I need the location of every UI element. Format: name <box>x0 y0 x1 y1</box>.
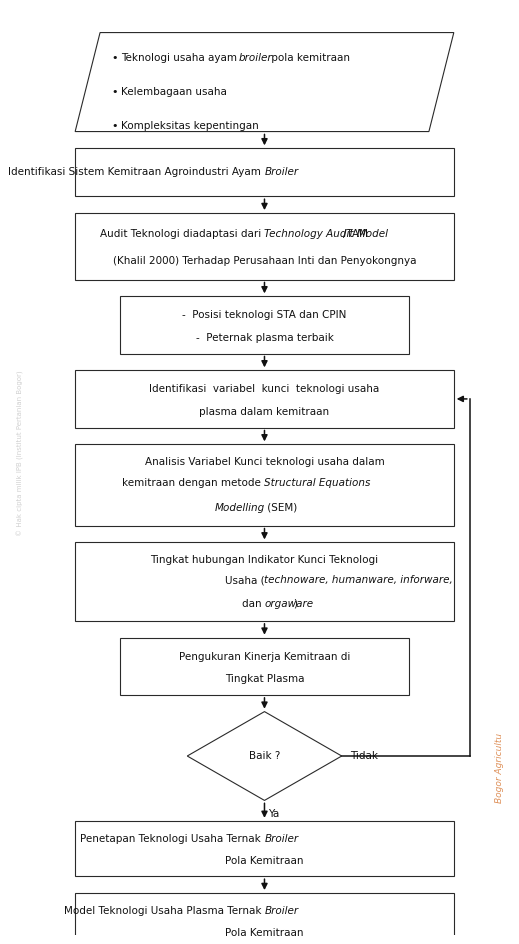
Polygon shape <box>75 820 454 876</box>
Text: kemitraan dengan metode: kemitraan dengan metode <box>122 479 265 488</box>
Text: technoware, humanware, inforware,: technoware, humanware, inforware, <box>265 575 453 585</box>
Text: Model Teknologi Usaha Plasma Ternak: Model Teknologi Usaha Plasma Ternak <box>64 906 265 917</box>
Text: •: • <box>111 121 117 131</box>
Text: Modelling: Modelling <box>214 503 265 513</box>
Text: Structural Equations: Structural Equations <box>265 479 371 488</box>
Text: Teknologi usaha ayam: Teknologi usaha ayam <box>121 53 240 62</box>
Text: (SEM): (SEM) <box>265 503 298 513</box>
Polygon shape <box>75 445 454 526</box>
Text: Pola Kemitraan: Pola Kemitraan <box>225 929 304 938</box>
Text: ): ) <box>293 598 297 609</box>
Text: /TAM: /TAM <box>343 229 368 239</box>
Polygon shape <box>187 712 342 801</box>
Text: Penetapan Teknologi Usaha Ternak: Penetapan Teknologi Usaha Ternak <box>80 834 265 844</box>
Text: -  Posisi teknologi STA dan CPIN: - Posisi teknologi STA dan CPIN <box>182 311 347 320</box>
Text: Ya: Ya <box>268 809 279 819</box>
Text: •: • <box>111 53 117 62</box>
Text: Identifikasi  variabel  kunci  teknologi usaha: Identifikasi variabel kunci teknologi us… <box>149 384 379 395</box>
Polygon shape <box>75 542 454 621</box>
Text: Kompleksitas kepentingan: Kompleksitas kepentingan <box>121 121 259 131</box>
Text: Kelembagaan usaha: Kelembagaan usaha <box>121 87 227 97</box>
Text: •: • <box>111 87 117 97</box>
Text: Baik ?: Baik ? <box>249 751 280 761</box>
Text: Tingkat hubungan Indikator Kunci Teknologi: Tingkat hubungan Indikator Kunci Teknolo… <box>151 555 378 565</box>
Text: pola kemitraan: pola kemitraan <box>268 53 350 62</box>
Polygon shape <box>120 637 409 695</box>
Polygon shape <box>75 893 454 944</box>
Text: Technology Audit Model: Technology Audit Model <box>265 229 389 239</box>
Text: Audit Teknologi diadaptasi dari: Audit Teknologi diadaptasi dari <box>100 229 265 239</box>
Text: Analisis Variabel Kunci teknologi usaha dalam: Analisis Variabel Kunci teknologi usaha … <box>145 457 385 467</box>
Text: -  Peternak plasma terbaik: - Peternak plasma terbaik <box>196 332 333 343</box>
Text: Broiler: Broiler <box>265 834 298 844</box>
Text: Broiler: Broiler <box>265 906 298 917</box>
Text: Pola Kemitraan: Pola Kemitraan <box>225 856 304 867</box>
Polygon shape <box>75 213 454 279</box>
Text: orgaware: orgaware <box>265 598 313 609</box>
Text: Usaha (: Usaha ( <box>225 575 265 585</box>
Text: Identifikasi Sistem Kemitraan Agroindustri Ayam: Identifikasi Sistem Kemitraan Agroindust… <box>8 167 265 177</box>
Text: Broiler: Broiler <box>265 167 298 177</box>
Text: plasma dalam kemitraan: plasma dalam kemitraan <box>199 407 330 416</box>
Text: dan: dan <box>242 598 265 609</box>
Text: Pengukuran Kinerja Kemitraan di: Pengukuran Kinerja Kemitraan di <box>179 651 350 662</box>
Text: Tingkat Plasma: Tingkat Plasma <box>225 674 304 683</box>
Text: Bogor Agricultu: Bogor Agricultu <box>495 733 504 803</box>
Polygon shape <box>75 148 454 196</box>
Text: © Hak cipta milik IPB (Institut Pertanian Bogor): © Hak cipta milik IPB (Institut Pertania… <box>17 371 24 536</box>
Polygon shape <box>120 296 409 354</box>
Text: Tidak: Tidak <box>350 751 378 761</box>
Text: (Khalil 2000) Terhadap Perusahaan Inti dan Penyokongnya: (Khalil 2000) Terhadap Perusahaan Inti d… <box>113 256 416 266</box>
Polygon shape <box>75 32 454 131</box>
Polygon shape <box>75 370 454 428</box>
Text: broiler: broiler <box>239 53 272 62</box>
